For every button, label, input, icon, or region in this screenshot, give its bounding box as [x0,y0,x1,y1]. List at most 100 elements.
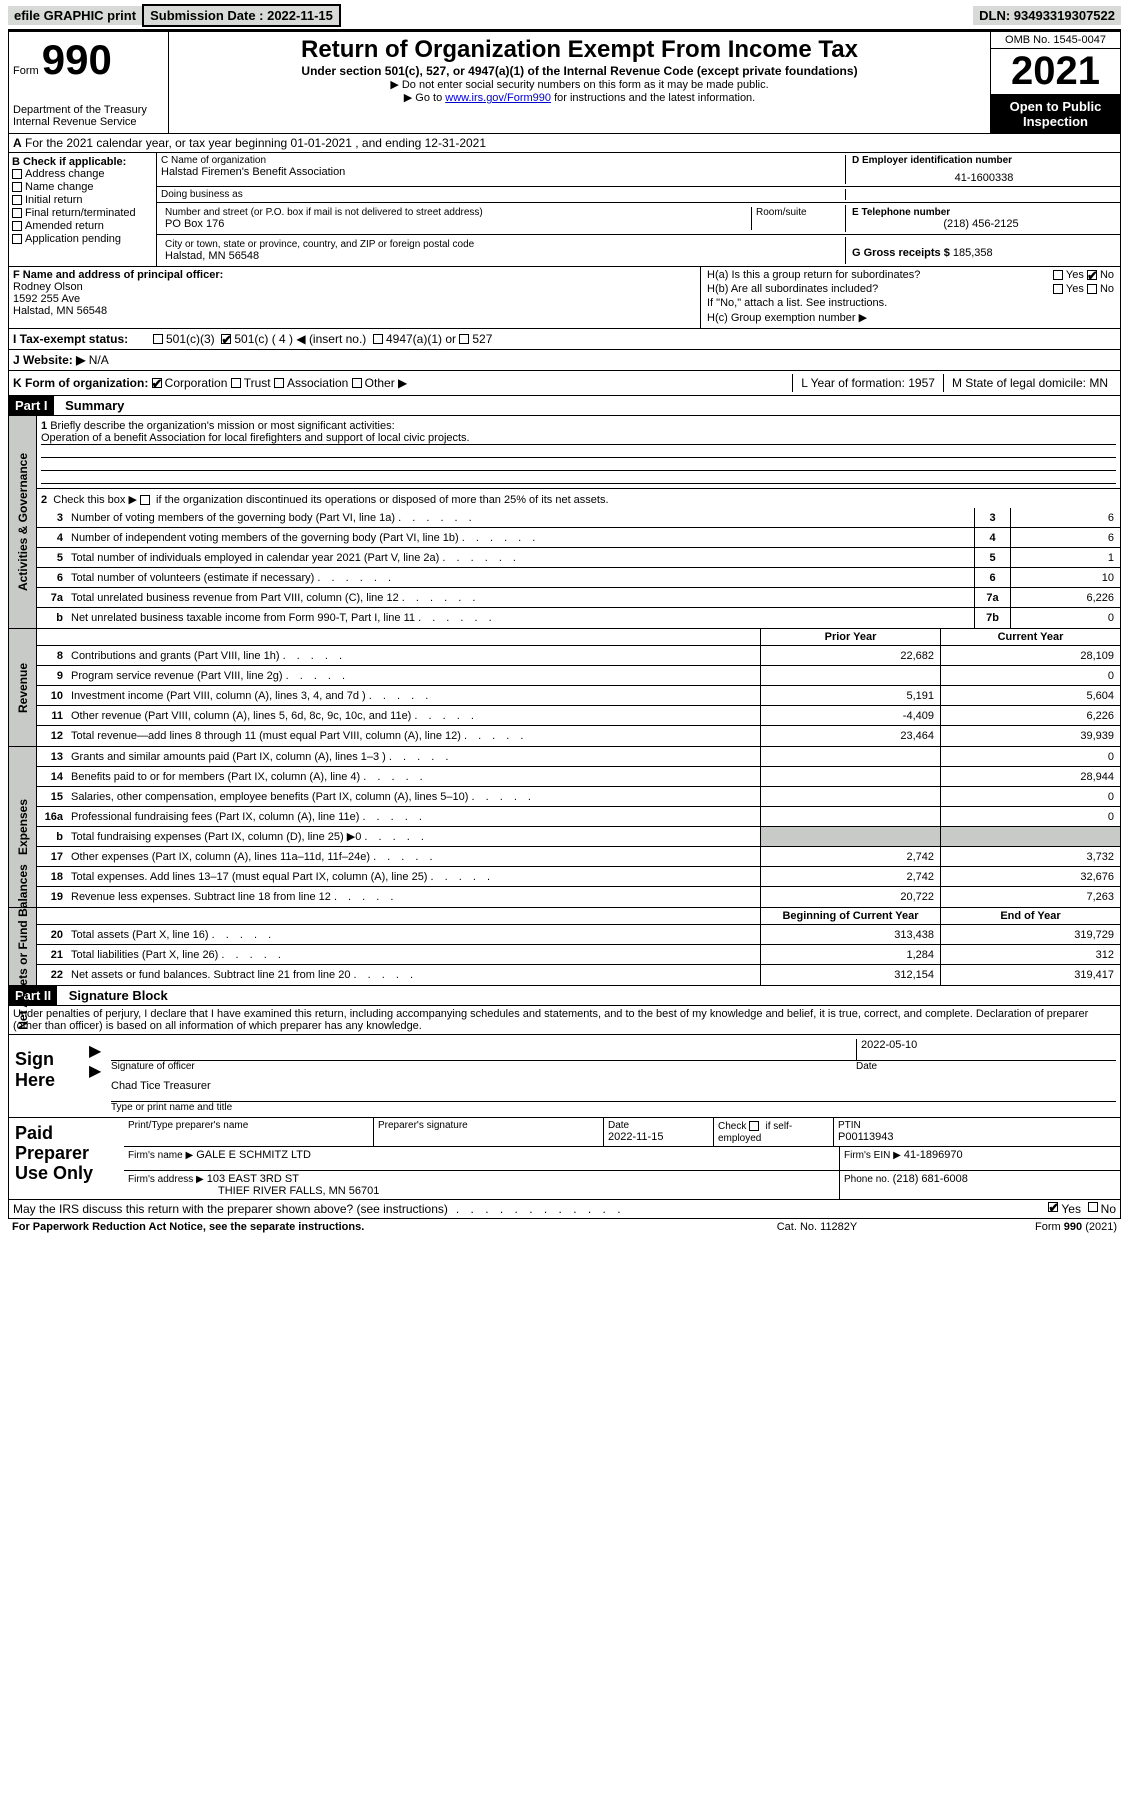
chk-501c[interactable] [221,334,231,344]
chk-corp[interactable] [152,378,162,388]
vlabel-rev: Revenue [16,662,30,712]
h-c: H(c) Group exemption number ▶ [707,311,1114,324]
opt-text: Amended return [25,220,104,232]
chk-assoc[interactable] [274,378,284,388]
sig-date: 2022-05-10 [856,1039,1116,1060]
chk-discontinued[interactable] [140,495,150,505]
table-row: 22Net assets or fund balances. Subtract … [37,965,1120,985]
officer-addr1: 1592 255 Ave [13,293,696,305]
e-label: E Telephone number [852,207,1110,218]
opt-other: Other ▶ [365,376,408,390]
line1-label: Briefly describe the organization's miss… [50,420,394,432]
line-num: 21 [37,949,67,961]
chk-address-change[interactable]: Address change [12,168,153,180]
boy-hdr: Beginning of Current Year [760,908,940,924]
line-num: 7a [37,592,67,604]
instructions-link[interactable]: www.irs.gov/Form990 [445,92,551,104]
opt-text: Name change [25,181,94,193]
summary-line: bNet unrelated business taxable income f… [37,608,1120,628]
part-i-title: Summary [57,398,124,413]
current-year-val [940,827,1120,846]
line-key: 6 [974,568,1010,587]
chk-name-change[interactable]: Name change [12,181,153,193]
line2-pre: Check this box ▶ [53,494,137,506]
table-row: 20Total assets (Part X, line 16) . . . .… [37,925,1120,945]
line-num: 22 [37,969,67,981]
revenue-header: Prior Year Current Year [37,629,1120,646]
prior-year-val [760,807,940,826]
line-value: 0 [1010,608,1120,628]
firm-phone-label: Phone no. [844,1174,890,1185]
prior-year-val: 2,742 [760,867,940,886]
line-desc: Total number of volunteers (estimate if … [67,570,974,586]
k-label: K Form of organization: [13,376,148,390]
h-b: H(b) Are all subordinates included? Yes … [707,283,1114,295]
table-row: 8Contributions and grants (Part VIII, li… [37,646,1120,666]
line-num: 16a [37,811,67,823]
chk-trust[interactable] [231,378,241,388]
current-year-val: 3,732 [940,847,1120,866]
prior-year-val: 5,191 [760,686,940,705]
current-year-val: 0 [940,747,1120,766]
prior-year-val [760,827,940,846]
line-desc: Number of voting members of the governin… [67,510,974,526]
sig-officer-label: Signature of officer [111,1061,856,1072]
line-num: 9 [37,670,67,682]
sig-date-label: Date [856,1061,1116,1072]
line-key: 4 [974,528,1010,547]
line-num: 8 [37,650,67,662]
opt-527: 527 [472,332,492,346]
mission-text: Operation of a benefit Association for l… [41,432,1116,445]
subtitle-3: ▶ Go to www.irs.gov/Form990 for instruct… [173,91,986,104]
chk-other[interactable] [352,378,362,388]
line-value: 6 [1010,508,1120,527]
line-desc: Total unrelated business revenue from Pa… [67,590,974,606]
row-fh: F Name and address of principal officer:… [8,267,1121,329]
prior-year-hdr: Prior Year [760,629,940,645]
firm-phone: (218) 681-6008 [893,1173,968,1185]
line-desc: Other expenses (Part IX, column (A), lin… [67,849,760,865]
city-label: City or town, state or province, country… [165,239,841,250]
line-num: 11 [37,710,67,722]
chk-amended[interactable]: Amended return [12,220,153,232]
line-desc: Total liabilities (Part X, line 26) . . … [67,947,760,963]
current-year-val: 0 [940,787,1120,806]
part-ii-header: Part II Signature Block [8,986,1121,1006]
opt-501c3: 501(c)(3) [166,332,215,346]
no-label: No [1100,269,1114,281]
paperwork-notice: For Paperwork Reduction Act Notice, see … [12,1221,717,1233]
chk-527[interactable] [459,334,469,344]
summary-line: 6Total number of volunteers (estimate if… [37,568,1120,588]
line-desc: Total revenue—add lines 8 through 11 (mu… [67,728,760,744]
row-i: I Tax-exempt status: 501(c)(3) 501(c) ( … [8,329,1121,350]
expenses-section: Expenses 13Grants and similar amounts pa… [8,747,1121,908]
efile-label: efile GRAPHIC print [8,6,142,25]
chk-discuss-yes[interactable] [1048,1202,1058,1212]
h-a: H(a) Is this a group return for subordin… [707,269,1114,281]
prep-sig-label: Preparer's signature [378,1120,599,1131]
line-num: 15 [37,791,67,803]
c-name-label: C Name of organization [161,155,841,166]
opt-4947: 4947(a)(1) or [386,332,456,346]
prior-year-val: 2,742 [760,847,940,866]
table-row: 10Investment income (Part VIII, column (… [37,686,1120,706]
chk-4947[interactable] [373,334,383,344]
firm-addr2: THIEF RIVER FALLS, MN 56701 [128,1185,379,1197]
dba-label: Doing business as [161,189,841,200]
opt-trust: Trust [244,376,271,390]
summary-line: 4Number of independent voting members of… [37,528,1120,548]
line-num: 10 [37,690,67,702]
yes-label: Yes [1066,269,1084,281]
chk-app-pending[interactable]: Application pending [12,233,153,245]
part-i-header: Part I Summary [8,396,1121,416]
prior-year-val: 20,722 [760,887,940,907]
chk-discuss-no[interactable] [1088,1202,1098,1212]
current-year-val: 32,676 [940,867,1120,886]
summary-line: 3Number of voting members of the governi… [37,508,1120,528]
line-desc: Contributions and grants (Part VIII, lin… [67,648,760,664]
submission-date: Submission Date : 2022-11-15 [142,4,341,27]
chk-final-return[interactable]: Final return/terminated [12,207,153,219]
chk-initial-return[interactable]: Initial return [12,194,153,206]
chk-self-employed[interactable] [749,1121,759,1131]
chk-501c3[interactable] [153,334,163,344]
